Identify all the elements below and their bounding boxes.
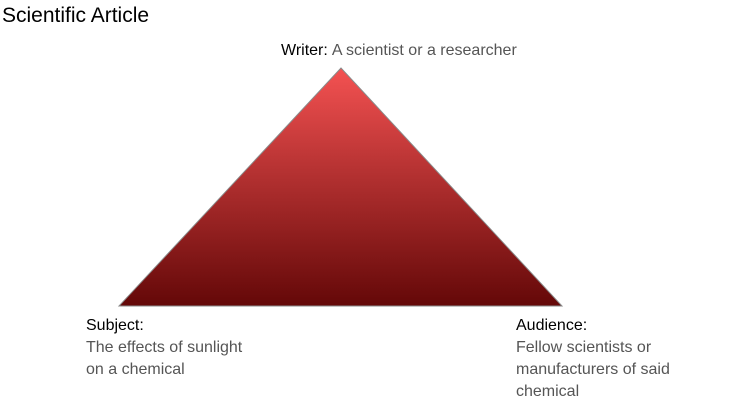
writer-description: A scientist or a researcher [331,42,517,59]
subject-heading: Subject: [86,317,144,334]
audience-description: Fellow scientists or manufacturers of sa… [516,339,670,400]
audience-heading: Audience: [516,317,588,334]
subject-label: Subject: The effects of sunlight on a ch… [86,315,286,381]
writer-heading: Writer: [281,42,328,59]
diagram-title: Scientific Article [2,4,150,27]
audience-label: Audience: Fellow scientists or manufactu… [516,315,716,403]
triangle-shape [117,67,564,307]
subject-description: The effects of sunlight on a chemical [86,339,243,378]
writer-label: Writer: A scientist or a researcher [281,40,517,62]
